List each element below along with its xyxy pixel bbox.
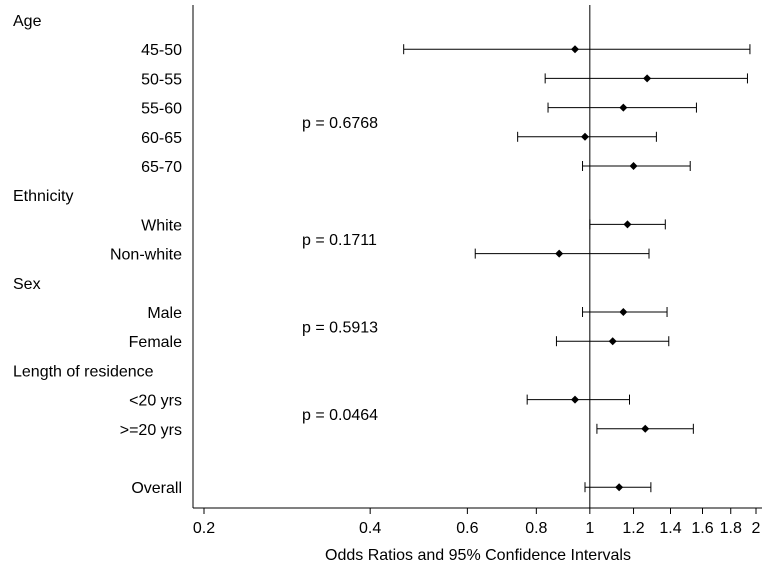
row-label: 45-50 xyxy=(141,42,182,59)
row-label: 65-70 xyxy=(141,159,182,176)
ci-row xyxy=(555,336,670,347)
ci-row xyxy=(403,44,751,55)
ci-row xyxy=(517,131,657,142)
group-label: Ethnicity xyxy=(13,188,73,205)
x-tick-label: 0.4 xyxy=(359,520,381,537)
point-estimate xyxy=(608,337,617,346)
x-tick-label: 1.2 xyxy=(622,520,644,537)
x-tick-label: 0.2 xyxy=(193,520,215,537)
point-estimate xyxy=(615,483,624,492)
x-axis-title: Odds Ratios and 95% Confidence Intervals xyxy=(325,547,631,564)
point-estimate xyxy=(555,249,564,258)
p-value-label: p = 0.1711 xyxy=(302,232,377,249)
point-estimate xyxy=(623,220,632,229)
point-estimate xyxy=(580,132,589,141)
ci-row xyxy=(526,394,631,405)
point-estimate xyxy=(629,162,638,170)
ci-row-overall xyxy=(584,482,652,493)
row-label: 50-55 xyxy=(141,71,182,88)
point-estimate xyxy=(570,395,579,404)
row-label: 60-65 xyxy=(141,130,182,147)
x-tick-label: 0.6 xyxy=(456,520,478,537)
row-label: Female xyxy=(129,334,182,351)
p-value-label: p = 0.0464 xyxy=(302,407,378,424)
x-tick-label: 2 xyxy=(752,520,761,537)
x-tick-label: 1.8 xyxy=(720,520,742,537)
ci-row xyxy=(474,248,650,259)
group-label: Age xyxy=(13,13,42,30)
x-tick-label: 1 xyxy=(585,520,594,537)
point-estimate xyxy=(641,424,650,433)
ci-row xyxy=(589,219,666,230)
row-label: <20 yrs xyxy=(129,393,182,410)
confidence-intervals xyxy=(403,44,751,493)
p-value-label: p = 0.5913 xyxy=(302,320,378,337)
group-label: Sex xyxy=(13,276,41,293)
ci-row xyxy=(596,423,694,434)
row-label: Male xyxy=(147,305,182,322)
row-label: White xyxy=(141,217,182,234)
point-estimate xyxy=(619,103,628,112)
row-label-overall: Overall xyxy=(131,480,182,497)
ci-row xyxy=(544,73,748,84)
ci-row xyxy=(547,102,697,113)
point-estimate xyxy=(619,308,628,316)
x-tick-label: 1.6 xyxy=(691,520,713,537)
point-estimate xyxy=(570,45,579,54)
row-label: Non-white xyxy=(110,247,182,264)
point-estimate xyxy=(643,74,652,83)
ci-row xyxy=(582,161,691,171)
plot-frame xyxy=(192,5,762,509)
row-labels: Age 45-50 50-55 55-60 60-65 65-70 Ethnicity Whi… xyxy=(13,13,182,497)
p-value-label: p = 0.6768 xyxy=(302,115,378,132)
x-tick-label: 0.8 xyxy=(525,520,547,537)
p-values: p = 0.6768 p = 0.1711 p = 0.5913 p = 0.0464 xyxy=(302,115,378,424)
x-tick-label: 1.4 xyxy=(659,520,681,537)
ci-row xyxy=(582,307,668,317)
x-axis: 0.2 0.4 0.6 0.8 1 1.2 1.4 1.6 1.8 2 xyxy=(193,508,761,537)
row-label: 55-60 xyxy=(141,101,182,118)
group-label: Length of residence xyxy=(13,363,154,380)
row-label: >=20 yrs xyxy=(120,422,182,439)
